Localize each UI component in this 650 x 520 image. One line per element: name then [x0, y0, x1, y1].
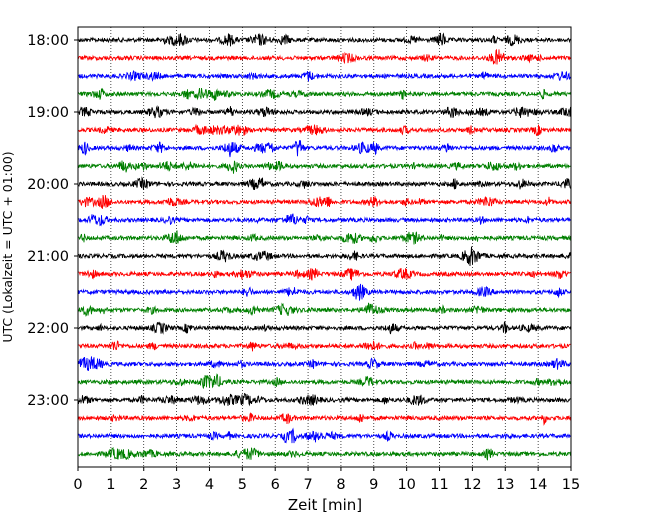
x-tick-label: 10 — [397, 477, 415, 493]
x-axis: 0 1 2 3 4 5 6 7 8 9 10 11 12 13 14 15 — [73, 467, 580, 493]
trace-7 — [78, 160, 571, 174]
y-tick-label: 21:00 — [27, 249, 69, 265]
trace-3 — [78, 87, 571, 101]
x-tick-label: 13 — [496, 477, 514, 493]
trace-13 — [78, 268, 571, 281]
trace-16 — [78, 321, 571, 335]
trace-6 — [78, 140, 571, 158]
trace-21 — [78, 412, 571, 426]
trace-14 — [78, 283, 571, 301]
x-axis-label: Zeit [min] — [288, 496, 362, 514]
x-tick-label: 3 — [172, 477, 181, 493]
plot-background — [78, 27, 571, 467]
trace-20 — [78, 392, 571, 407]
x-tick-label: 2 — [139, 477, 148, 493]
y-tick-label: 18:00 — [27, 33, 69, 49]
x-tick-label: 8 — [336, 477, 345, 493]
x-tick-label: 12 — [463, 477, 481, 493]
plot-frame — [77, 26, 572, 468]
x-tick-label: 0 — [73, 477, 82, 493]
y-tick-label: 23:00 — [27, 393, 69, 409]
trace-4 — [78, 105, 571, 119]
trace-8 — [78, 176, 571, 191]
y-axis: 18:00 19:00 20:00 21:00 22:00 23:00 — [27, 33, 78, 409]
x-tick-label: 4 — [205, 477, 214, 493]
seismic-traces — [78, 32, 571, 461]
trace-11 — [78, 230, 571, 245]
x-tick-label: 5 — [238, 477, 247, 493]
x-grid — [110, 27, 539, 467]
y-tick-label: 20:00 — [27, 177, 69, 193]
y-tick-label: 19:00 — [27, 105, 69, 121]
x-tick-label: 14 — [529, 477, 547, 493]
trace-19 — [78, 373, 571, 389]
trace-23 — [78, 446, 571, 461]
trace-9 — [78, 194, 571, 209]
trace-12 — [78, 246, 571, 266]
x-tick-label: 9 — [369, 477, 378, 493]
trace-18 — [78, 356, 571, 371]
trace-2 — [78, 70, 571, 82]
trace-17 — [78, 340, 571, 352]
trace-1 — [78, 48, 571, 65]
y-tick-label: 22:00 — [27, 321, 69, 337]
trace-22 — [78, 427, 571, 444]
x-tick-label: 1 — [106, 477, 115, 493]
x-tick-label: 11 — [430, 477, 448, 493]
x-tick-label: 7 — [303, 477, 312, 493]
trace-0 — [78, 32, 571, 47]
x-tick-label: 15 — [562, 477, 580, 493]
trace-5 — [78, 123, 571, 137]
y-axis-label: UTC (Lokalzeit = UTC + 01:00) — [0, 151, 15, 342]
x-tick-label: 6 — [271, 477, 280, 493]
trace-10 — [78, 213, 571, 227]
trace-15 — [78, 302, 571, 317]
